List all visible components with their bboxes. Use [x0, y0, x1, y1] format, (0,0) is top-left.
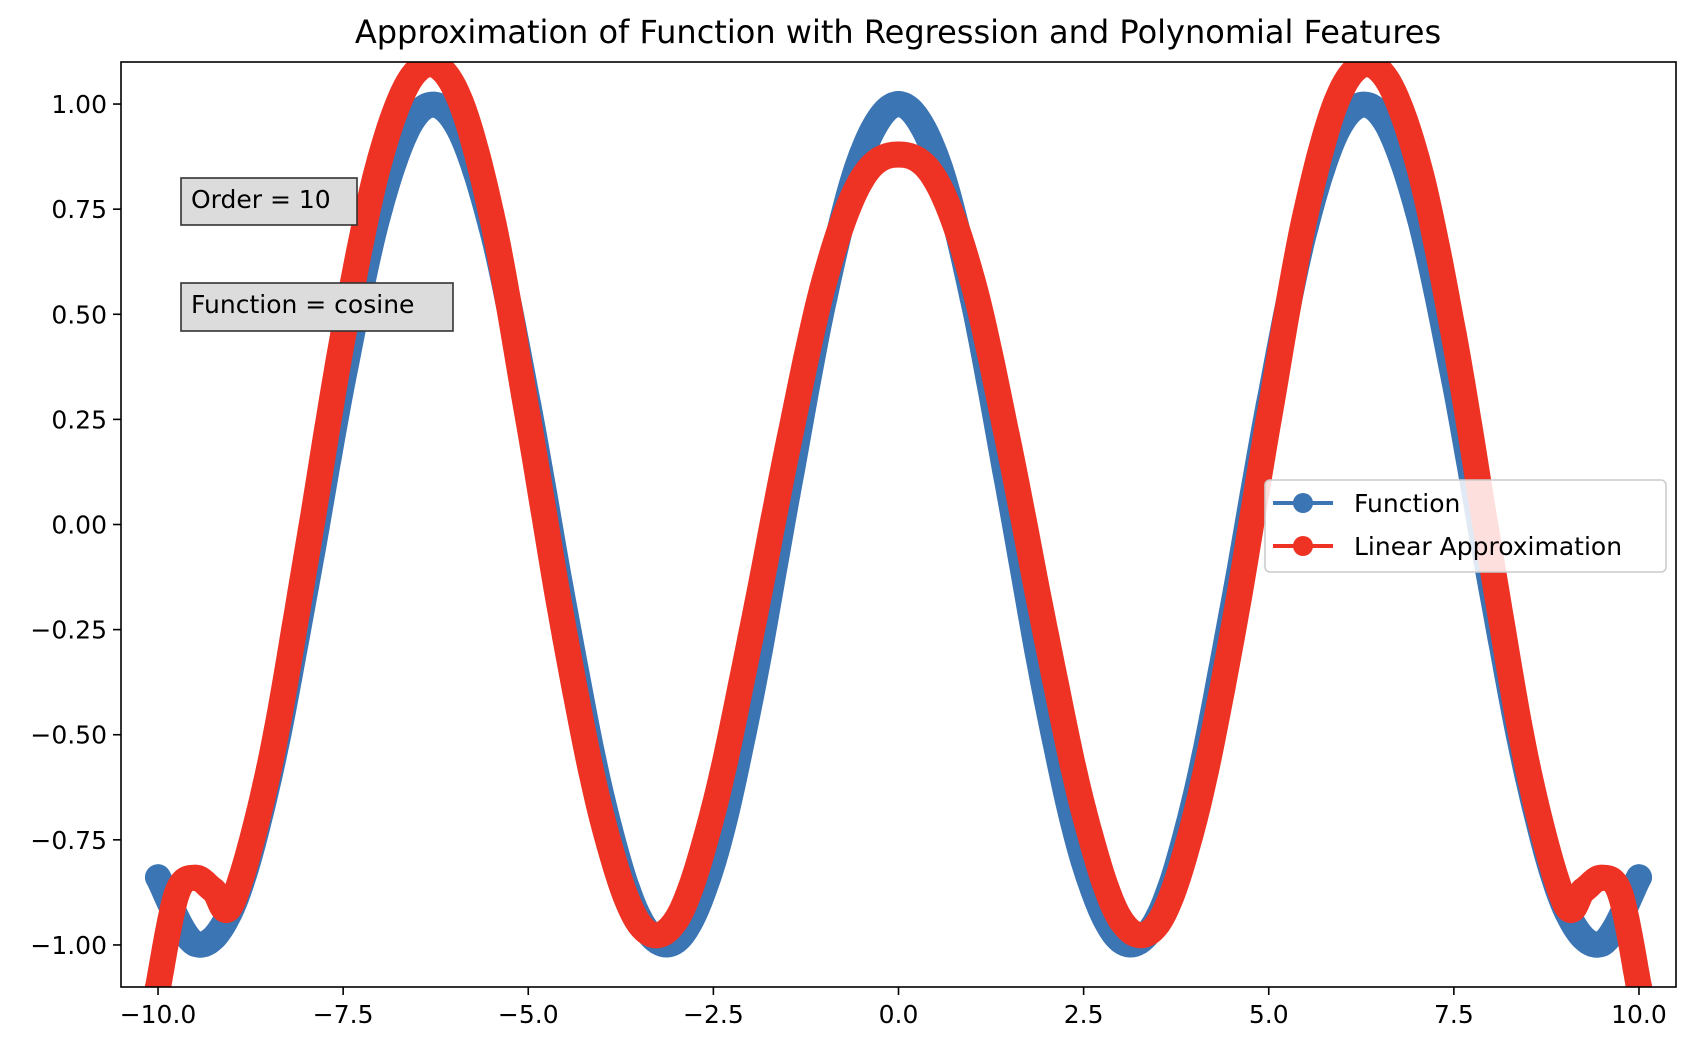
data-point [1292, 200, 1319, 227]
data-point [885, 141, 912, 168]
data-point [885, 91, 912, 117]
data-point [478, 200, 505, 227]
data-point [1626, 974, 1652, 987]
data-point [1570, 877, 1597, 904]
data-point [626, 910, 653, 937]
data-point [1440, 322, 1467, 349]
order-annotation-text: Order = 10 [191, 185, 331, 214]
x-tick-label: 5.0 [1249, 1000, 1289, 1029]
data-point [404, 62, 431, 84]
y-tick-label: 0.50 [51, 300, 107, 329]
x-tick-label: −2.5 [683, 1000, 744, 1029]
y-tick-label: −0.75 [30, 826, 107, 855]
legend-label-function: Function [1354, 489, 1460, 518]
data-point [293, 545, 320, 572]
series-layer [145, 62, 1652, 987]
data-point [219, 889, 246, 916]
data-point [163, 881, 190, 908]
y-tick-label: 0.00 [51, 511, 107, 540]
data-point [700, 797, 727, 824]
data-point [996, 435, 1023, 462]
legend-item-linear-approximation: Linear Approximation [1273, 532, 1622, 561]
data-point [1589, 864, 1615, 891]
y-tick-label: −0.25 [30, 616, 107, 645]
x-tick-label: −7.5 [313, 1000, 374, 1029]
order-annotation: Order = 10 [180, 177, 358, 226]
data-point [1607, 881, 1634, 908]
data-point [1070, 797, 1097, 824]
legend-frame [1264, 479, 1667, 573]
x-tick-label: 10.0 [1611, 1000, 1667, 1029]
legend: Function Linear Approximation [1264, 479, 1667, 573]
y-tick-label: 1.00 [51, 90, 107, 119]
series-linear-approximation [145, 62, 1652, 987]
data-point [737, 625, 764, 651]
x-axis: −10.0 −7.5 −5.0 −2.5 0.0 2.5 5.0 7.5 10.0 [120, 987, 1667, 1029]
data-point [589, 805, 616, 832]
data-point [1403, 145, 1430, 172]
data-point [1626, 864, 1652, 891]
function-annotation-text: Function = cosine [191, 290, 414, 319]
x-tick-label: −5.0 [498, 1000, 559, 1029]
data-point [959, 267, 986, 294]
data-point [367, 145, 394, 172]
data-point [1589, 930, 1615, 957]
data-point [1551, 889, 1578, 916]
data-point [848, 166, 875, 193]
y-tick-label: 0.75 [51, 195, 107, 224]
data-point [1514, 755, 1541, 782]
legend-marker-function [1293, 493, 1313, 513]
legend-label-linear-approximation: Linear Approximation [1354, 532, 1622, 561]
data-point [663, 906, 690, 933]
data-point [552, 625, 579, 651]
data-point [145, 864, 171, 891]
data-point [182, 930, 208, 957]
data-point [1107, 906, 1134, 933]
data-point [441, 74, 468, 101]
y-axis: 1.00 0.75 0.50 0.25 0.00 −0.25 −0.50 −0.75 −1.00 [30, 90, 121, 960]
data-point [1144, 910, 1171, 937]
data-point [200, 877, 227, 904]
y-tick-label: −1.00 [30, 931, 107, 960]
data-point [1366, 62, 1393, 84]
data-point [1033, 625, 1060, 651]
x-tick-label: −10.0 [120, 1000, 197, 1029]
data-point [922, 166, 949, 193]
function-annotation: Function = cosine [180, 282, 454, 332]
data-point [811, 267, 838, 294]
data-point [1329, 74, 1356, 101]
data-point [515, 406, 542, 433]
x-tick-label: 0.0 [879, 1000, 919, 1029]
x-tick-label: 7.5 [1434, 1000, 1474, 1029]
legend-marker-linear-approximation [1293, 536, 1313, 556]
legend-item-function: Function [1273, 489, 1460, 518]
data-point [1255, 406, 1282, 433]
data-point [256, 755, 283, 782]
y-tick-label: 0.25 [51, 405, 107, 434]
data-point [774, 435, 801, 462]
data-point [182, 864, 208, 891]
chart-title: Approximation of Function with Regressio… [355, 13, 1441, 51]
data-point [145, 974, 171, 987]
data-point [1218, 625, 1245, 651]
y-tick-label: −0.50 [30, 721, 107, 750]
data-point [1181, 805, 1208, 832]
x-tick-label: 2.5 [1064, 1000, 1104, 1029]
